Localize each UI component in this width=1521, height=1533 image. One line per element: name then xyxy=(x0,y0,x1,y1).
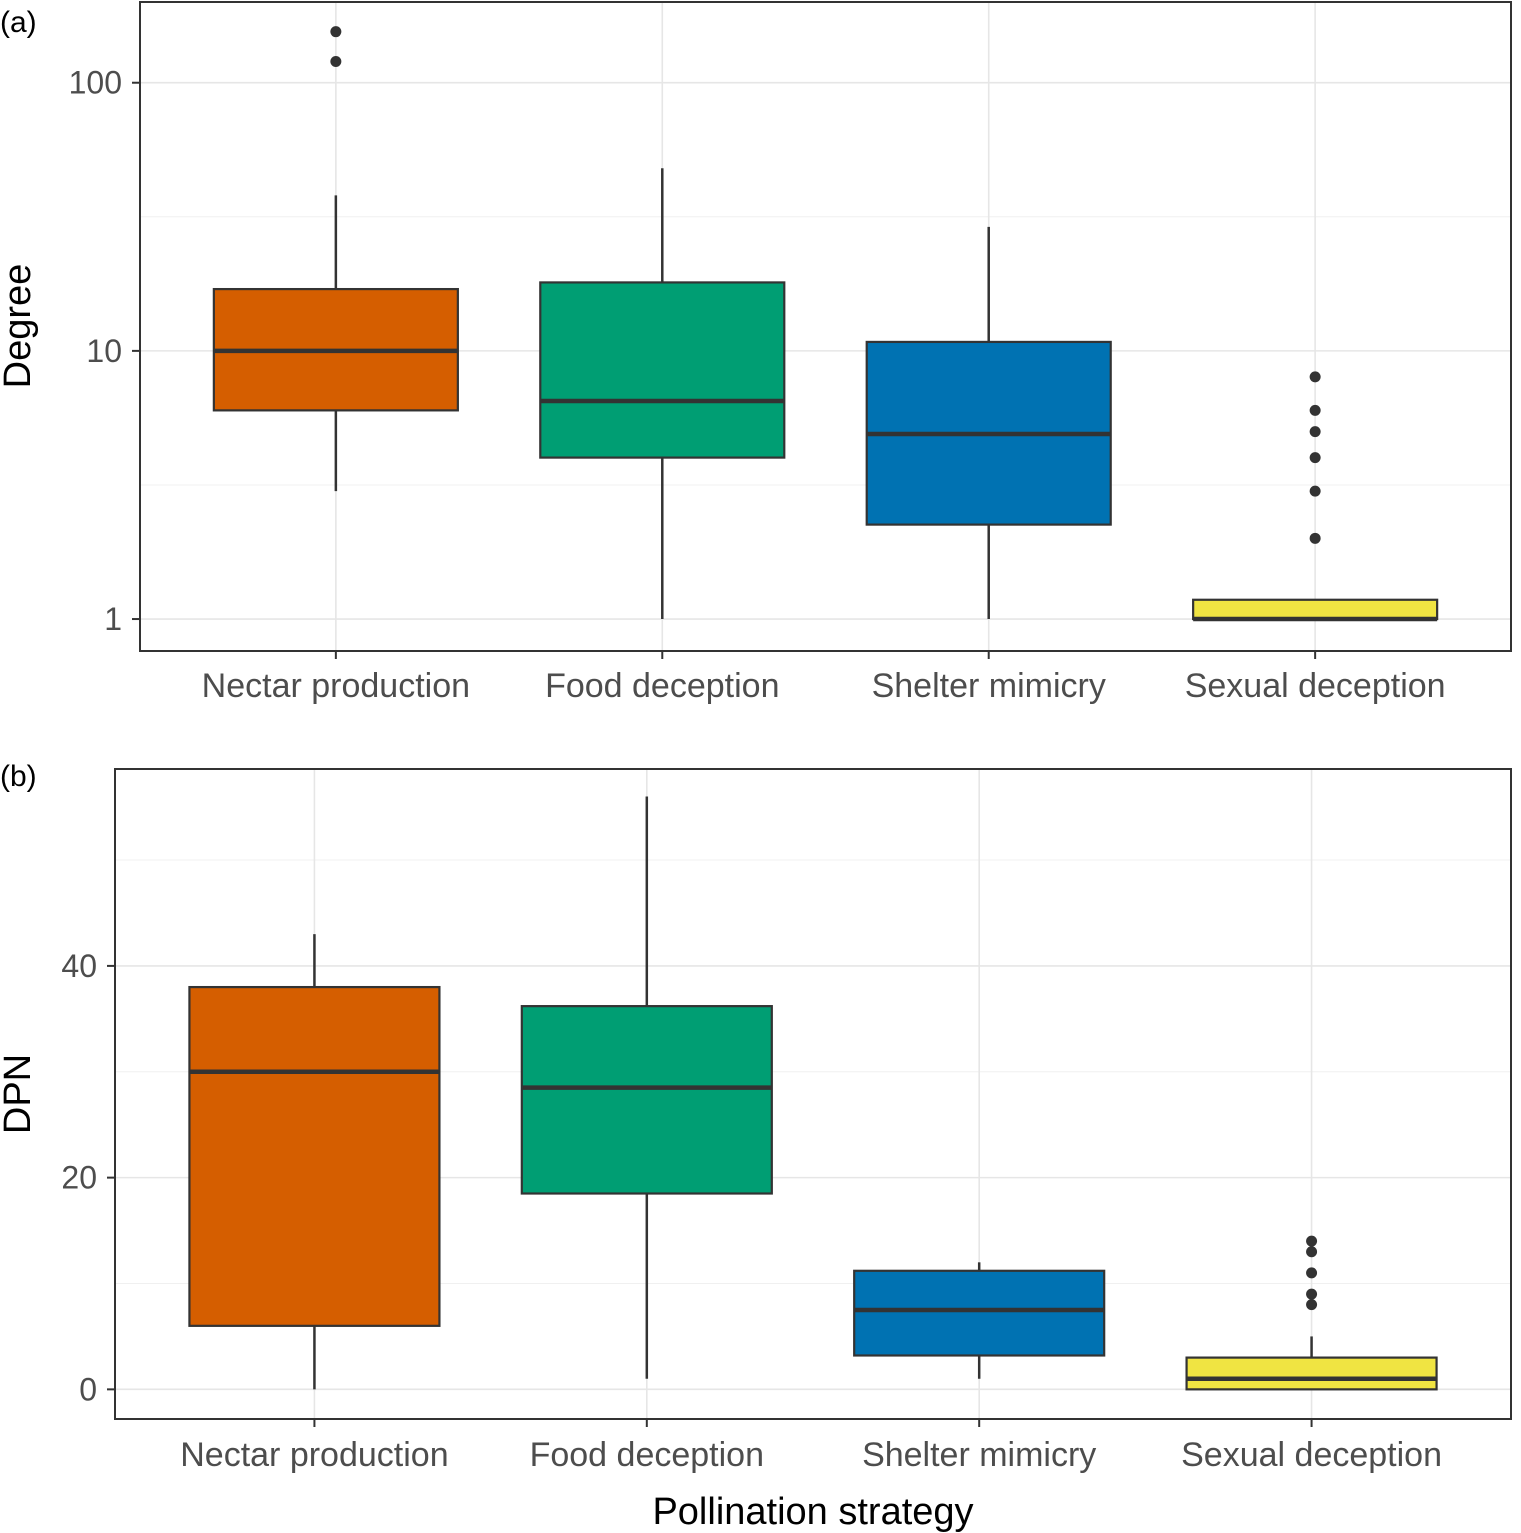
y-tick-label: 10 xyxy=(86,333,122,369)
outlier-point xyxy=(1306,1299,1318,1311)
box-iqr xyxy=(539,281,786,459)
panel-label: (b) xyxy=(0,760,37,793)
box-iqr xyxy=(1192,598,1439,621)
y-tick-label: 20 xyxy=(61,1160,97,1196)
outlier-point xyxy=(330,55,342,67)
y-tick-label: 1 xyxy=(104,601,122,637)
box-food-deception xyxy=(520,796,773,1379)
outlier-point xyxy=(1309,371,1321,383)
x-axis-title: Pollination strategy xyxy=(652,1491,973,1533)
y-axis-title: DPN xyxy=(0,1054,39,1134)
box-shelter-mimicry xyxy=(853,1262,1106,1379)
box-sexual-deception xyxy=(1192,371,1439,622)
box-sexual-deception xyxy=(1185,1235,1438,1391)
outlier-point xyxy=(1306,1267,1318,1279)
y-tick-label: 100 xyxy=(69,65,122,101)
x-tick-label: Nectar production xyxy=(180,1436,448,1474)
outlier-point xyxy=(1306,1288,1318,1300)
panel-a: 1 10 100 Nectar production Food deception She… xyxy=(0,1,1512,705)
x-tick-label: Nectar production xyxy=(202,667,470,705)
outlier-point xyxy=(1306,1235,1318,1247)
box-shelter-mimicry xyxy=(865,226,1112,620)
x-tick-label: Sexual deception xyxy=(1185,667,1446,705)
box-iqr xyxy=(188,985,441,1327)
box-nectar-production xyxy=(188,934,441,1390)
outlier-point xyxy=(330,26,342,38)
x-tick-label: Food deception xyxy=(530,1436,764,1474)
x-tick-label: Food deception xyxy=(545,667,779,705)
y-axis-title: Degree xyxy=(0,264,39,389)
y-tick-label: 40 xyxy=(61,948,97,984)
box-nectar-production xyxy=(212,26,459,492)
outlier-point xyxy=(1309,426,1321,438)
y-tick-label: 0 xyxy=(79,1371,97,1407)
outlier-point xyxy=(1309,404,1321,416)
box-iqr xyxy=(520,1005,773,1195)
outlier-point xyxy=(1306,1246,1318,1258)
outlier-point xyxy=(1309,485,1321,497)
plot-frame xyxy=(139,1,1512,652)
panel-b: 0 20 40 Nectar production Food deception Shel… xyxy=(0,760,1512,1474)
x-tick-label: Sexual deception xyxy=(1181,1436,1442,1474)
outlier-point xyxy=(1309,452,1321,464)
x-tick-label: Shelter mimicry xyxy=(862,1436,1096,1474)
box-food-deception xyxy=(539,168,786,620)
outlier-point xyxy=(1309,532,1321,544)
box-iqr xyxy=(853,1269,1106,1357)
panel-label: (a) xyxy=(0,6,37,39)
box-iqr xyxy=(1185,1356,1438,1391)
plot-frame xyxy=(114,768,1512,1420)
x-tick-label: Shelter mimicry xyxy=(872,667,1106,705)
